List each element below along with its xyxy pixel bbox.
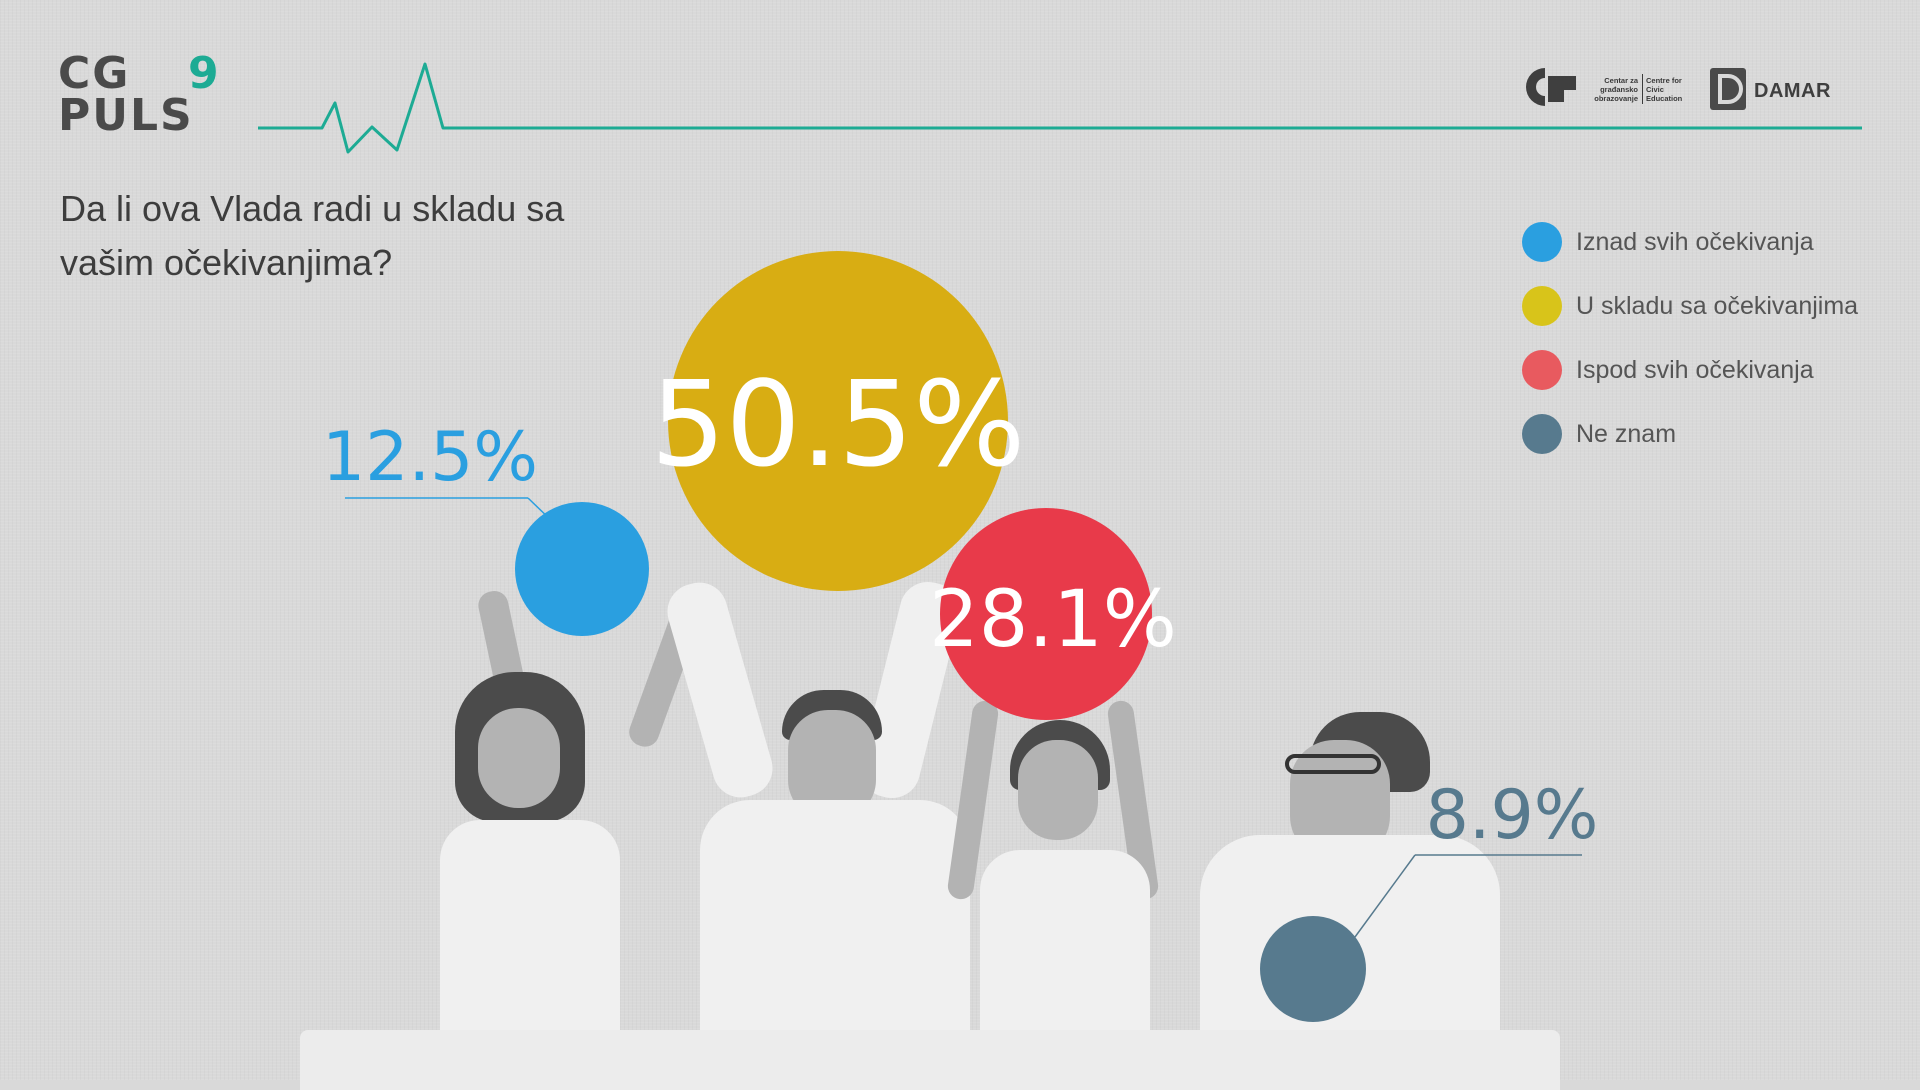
logo-line1: CG — [58, 48, 131, 99]
damar-mark-icon — [1710, 68, 1746, 110]
legend-label: U skladu sa očekivanjima — [1576, 292, 1859, 320]
bubble-u-skladu — [668, 251, 1008, 591]
logo-line2: PULS — [58, 90, 194, 141]
cg-puls-logo: CG 9 PULS — [58, 52, 248, 138]
logo-number: 9 — [188, 48, 219, 99]
cgo-divider — [1642, 74, 1643, 104]
legend-label: Ne znam — [1576, 420, 1677, 448]
legend-swatch-yellow — [1522, 286, 1562, 326]
cgo-name-sr: Centar za građansko obrazovanje — [1594, 76, 1638, 103]
callout-line-8-9-diag — [1354, 854, 1416, 938]
legend-swatch-blue — [1522, 222, 1562, 262]
legend-swatch-slate — [1522, 414, 1562, 454]
bubble-ispod — [940, 508, 1152, 720]
bubble-iznad — [515, 502, 649, 636]
chart-title: Da li ova Vlada radi u skladu sa vašim o… — [60, 188, 565, 283]
value-label-28-1: 28.1% — [929, 575, 1177, 665]
cgo-mark-icon — [1526, 68, 1576, 106]
value-label-50-5: 50.5% — [651, 355, 1026, 493]
damar-label: DAMAR — [1754, 80, 1831, 102]
legend-label: Ispod svih očekivanja — [1576, 356, 1814, 384]
cgo-logo: Centar za građansko obrazovanje Centre f… — [1524, 64, 1682, 110]
legend-swatch-red — [1522, 350, 1562, 390]
cgo-name-en: Centre for Civic Education — [1646, 76, 1683, 103]
value-label-8-9: 8.9% — [1426, 776, 1599, 855]
value-label-12-5: 12.5% — [322, 418, 538, 497]
legend-label: Iznad svih očekivanja — [1576, 228, 1814, 256]
bubble-ne-znam — [1260, 916, 1366, 1022]
